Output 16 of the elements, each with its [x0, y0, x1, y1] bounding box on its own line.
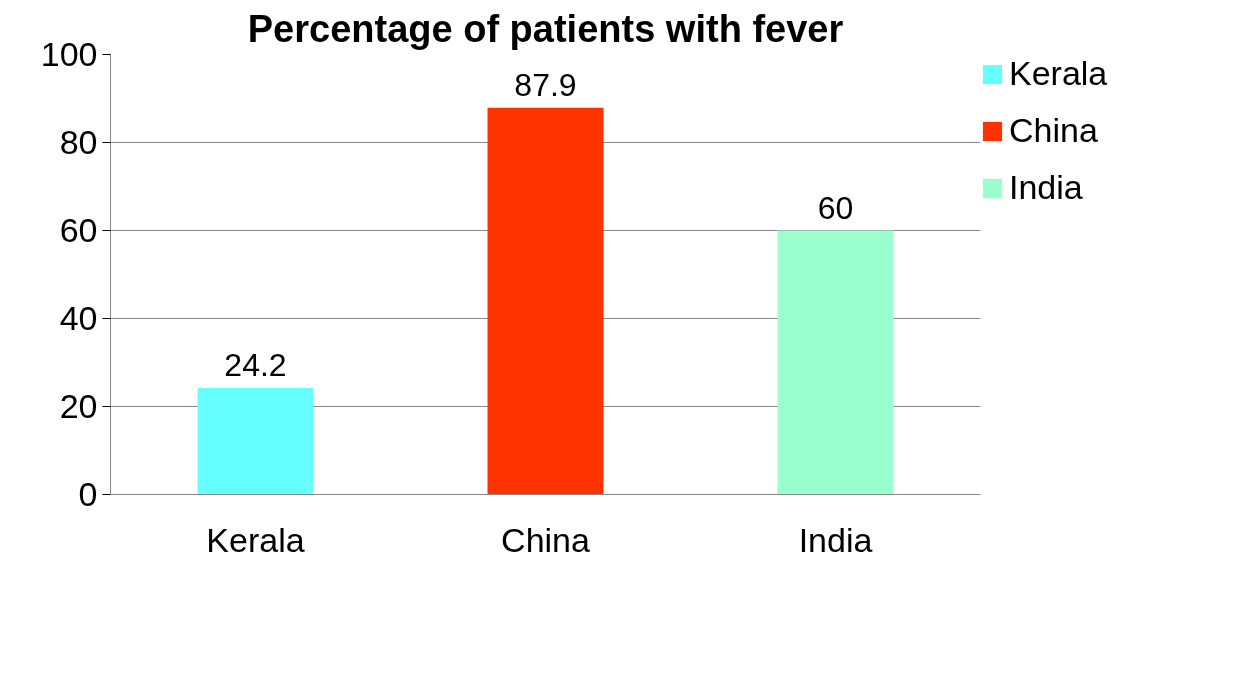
y-tick-label: 100 — [40, 35, 98, 73]
x-tick-label: China — [501, 520, 591, 559]
legend-label: China — [1009, 111, 1098, 150]
x-tick-label: India — [798, 520, 873, 559]
chart-title: Percentage of patients with fever — [247, 7, 844, 50]
data-label: 87.9 — [514, 66, 577, 103]
x-tick-label: Kerala — [206, 520, 305, 559]
y-tick-label: 0 — [78, 475, 98, 513]
legend-label: Kerala — [1009, 54, 1108, 93]
y-tick-label: 60 — [59, 211, 98, 249]
y-tick-label: 20 — [59, 387, 98, 425]
data-label: 60 — [817, 189, 854, 226]
y-tick-label: 80 — [59, 123, 98, 161]
data-label: 24.2 — [224, 347, 287, 384]
legend-label: India — [1009, 168, 1083, 207]
y-tick-label: 40 — [59, 299, 98, 337]
